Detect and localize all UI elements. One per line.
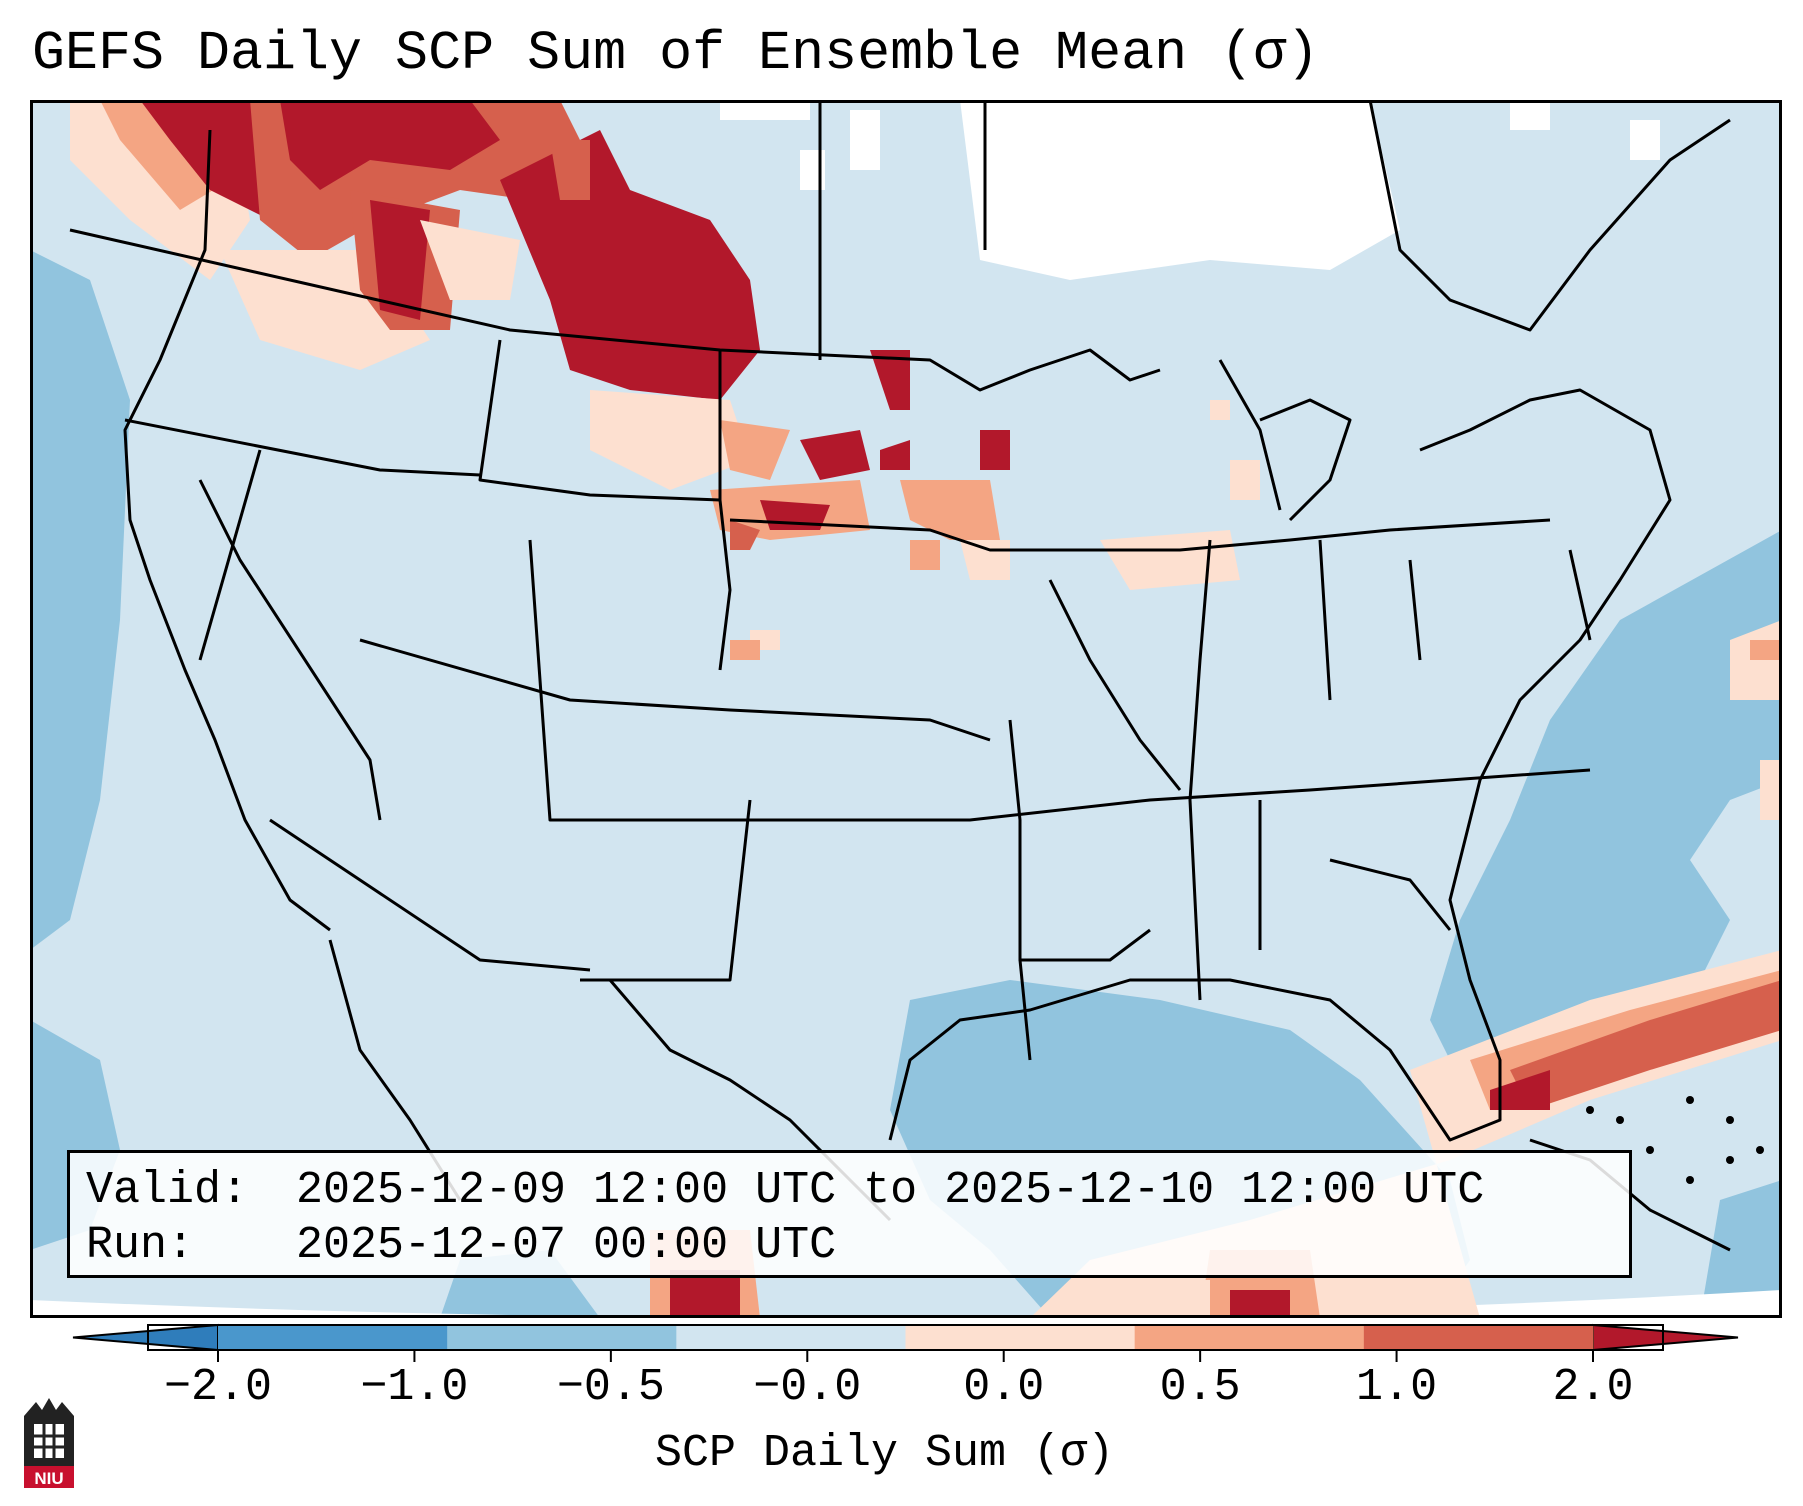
- map-frame: [30, 100, 1782, 1318]
- colorbar-segment: [1134, 1325, 1365, 1350]
- colorbar-tick-label: 1.0: [1356, 1362, 1438, 1413]
- valid-value: 2025-12-09 12:00 UTC to 2025-12-10 12:00…: [296, 1165, 1485, 1216]
- colorbar-segment: [447, 1325, 677, 1350]
- colorbar-segment: [676, 1325, 906, 1350]
- colorbar-extend-low: [72, 1323, 219, 1352]
- valid-label: Valid:: [86, 1165, 249, 1216]
- niu-logo: NIU: [24, 1398, 74, 1488]
- colorbar-segment: [905, 1325, 1136, 1350]
- colorbar-tick-label: 0.0: [963, 1362, 1045, 1413]
- positive-anomaly-regions: [70, 100, 1782, 1318]
- colorbar-tick-label: −1.0: [360, 1362, 469, 1413]
- colorbar-tick-label: −2.0: [163, 1362, 273, 1413]
- run-label: Run:: [86, 1220, 195, 1271]
- colorbar-segment: [218, 1325, 448, 1350]
- colorbar-tick-label: −0.5: [556, 1362, 665, 1413]
- colorbar-extend-high: [1592, 1323, 1739, 1352]
- colorbar-segments: [72, 1323, 1739, 1352]
- colorbar-segment: [1363, 1325, 1594, 1350]
- caribbean-islands: [1586, 1096, 1764, 1184]
- valid-time-box: Valid: 2025-12-09 12:00 UTC to 2025-12-10…: [67, 1150, 1632, 1278]
- run-value: 2025-12-07 00:00 UTC: [296, 1220, 837, 1271]
- colorbar-tick-label: −0.0: [753, 1362, 862, 1413]
- colorbar-frame: [147, 1324, 1664, 1351]
- map-title: GEFS Daily SCP Sum of Ensemble Mean (σ): [32, 22, 1320, 85]
- colorbar-label: SCP Daily Sum (σ): [655, 1428, 1115, 1479]
- map-panel: [30, 100, 1782, 1318]
- colorbar-tick-marks: [217, 1350, 1594, 1362]
- logo-text: NIU: [34, 1469, 63, 1488]
- colorbar-tick-label: 2.0: [1552, 1362, 1634, 1413]
- colorbar-tick-label: 0.5: [1159, 1362, 1241, 1413]
